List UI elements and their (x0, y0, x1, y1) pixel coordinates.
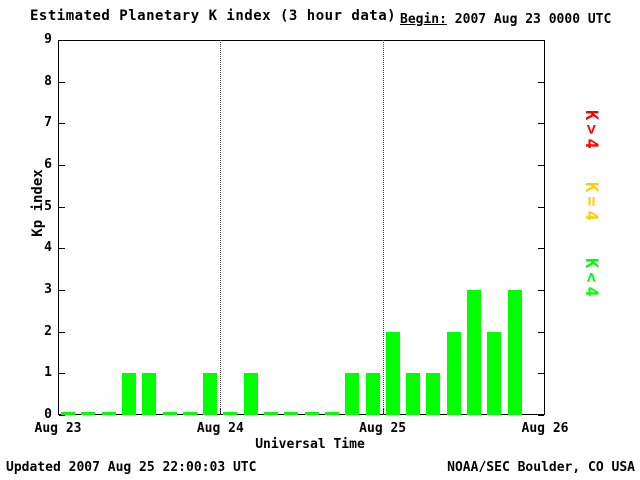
y-tick-label: 6 (44, 157, 52, 172)
y-tick-mark-left (59, 206, 65, 208)
y-tick-mark-left (59, 331, 65, 333)
kp-bar (284, 412, 299, 415)
kp-bar (182, 412, 197, 415)
kp-bar (446, 331, 461, 415)
y-tick-mark-left (59, 81, 65, 83)
y-tick-mark-right (538, 123, 544, 125)
y-tick-mark-right (538, 415, 544, 416)
y-tick-mark-right (538, 165, 544, 166)
y-tick-mark-right (538, 206, 544, 208)
y-tick-label: 7 (44, 115, 52, 131)
kp-bar (142, 373, 157, 415)
begin-timestamp: Begin: 2007 Aug 23 0000 UTC (400, 12, 611, 27)
kp-bar (122, 373, 137, 415)
y-tick-mark-left (59, 123, 65, 125)
kp-bar (385, 331, 400, 415)
y-tick-label: 8 (44, 73, 52, 89)
y-tick-label: 5 (44, 198, 52, 214)
y-tick-mark-left (59, 165, 65, 166)
kp-bar (324, 412, 339, 415)
kp-bar (61, 412, 76, 415)
kp-bar (223, 412, 238, 415)
kp-bar (365, 373, 380, 415)
x-tick-label: Aug 25 (359, 421, 407, 436)
y-tick-label: 9 (44, 32, 52, 47)
day-boundary-gridline (220, 40, 222, 415)
updated-timestamp: Updated 2007 Aug 25 22:00:03 UTC (6, 460, 257, 475)
x-tick-label: Aug 23 (34, 421, 82, 436)
y-tick-mark-left (59, 415, 65, 416)
plot-area (58, 40, 545, 415)
x-tick-label: Aug 26 (521, 421, 569, 436)
y-tick-mark-right (538, 248, 544, 250)
y-tick-mark-right (538, 373, 544, 375)
kp-bar (507, 290, 522, 415)
kp-bar (345, 373, 360, 415)
begin-label: Begin: (400, 12, 447, 27)
kp-bar (81, 412, 96, 415)
x-tick-mark (544, 408, 545, 414)
legend-k-eq-4: K=4 (581, 182, 601, 225)
source-credit: NOAA/SEC Boulder, CO USA (447, 460, 635, 475)
legend-k-lt-4: K<4 (581, 258, 601, 301)
y-tick-label: 1 (44, 365, 52, 381)
chart-title: Estimated Planetary K index (3 hour data… (30, 8, 397, 24)
y-tick-label: 0 (44, 407, 52, 422)
kp-bar (101, 412, 116, 415)
x-axis-label: Universal Time (255, 437, 365, 452)
y-tick-mark-left (59, 373, 65, 375)
x-tick-mark (58, 408, 59, 414)
legend-k-gt-4: K>4 (581, 110, 601, 153)
y-tick-mark-left (59, 40, 65, 41)
kp-bar (203, 373, 218, 415)
y-tick-mark-left (59, 290, 65, 291)
kp-bar (304, 412, 319, 415)
kp-bar (487, 331, 502, 415)
kp-bar (406, 373, 421, 415)
kp-bar (426, 373, 441, 415)
y-tick-mark-right (538, 81, 544, 83)
y-tick-label: 2 (44, 323, 52, 339)
y-tick-label: 3 (44, 282, 52, 297)
day-boundary-gridline (382, 40, 384, 415)
kp-bar (162, 412, 177, 415)
y-tick-mark-right (538, 290, 544, 291)
y-tick-mark-left (59, 248, 65, 250)
kp-bar (466, 290, 481, 415)
x-tick-label: Aug 24 (196, 421, 244, 436)
kp-bar (243, 373, 258, 415)
kp-bar (264, 412, 279, 415)
y-tick-label: 4 (44, 240, 52, 256)
y-tick-mark-right (538, 40, 544, 41)
y-tick-mark-right (538, 331, 544, 333)
begin-value: 2007 Aug 23 0000 UTC (446, 12, 612, 27)
